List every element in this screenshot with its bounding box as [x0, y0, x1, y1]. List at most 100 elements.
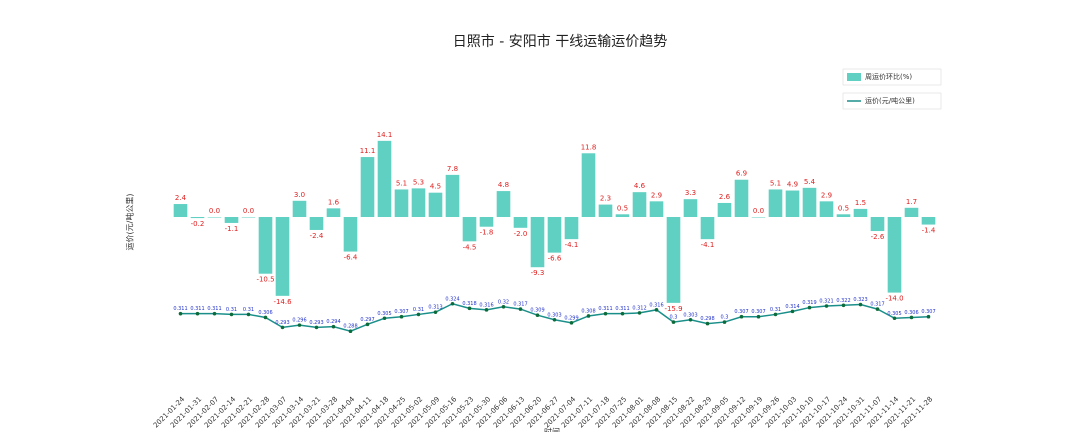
price-value-label: 0.316	[479, 302, 493, 308]
bar-value-label: -0.2	[191, 220, 205, 228]
price-value-label: 0.303	[547, 312, 561, 318]
price-point	[263, 315, 268, 320]
bar-value-label: 3.3	[685, 189, 696, 197]
price-value-label: 0.3	[721, 315, 729, 321]
bar-value-label: -1.4	[922, 227, 936, 235]
price-point	[467, 306, 472, 311]
bar-value-label: 1.6	[328, 198, 340, 206]
bar	[581, 153, 596, 217]
bar	[785, 190, 800, 217]
bar	[428, 192, 443, 217]
price-value-label: 0.314	[785, 304, 799, 310]
bar-value-label: -6.6	[548, 255, 562, 263]
legend-label: 运价(元/吨公里)	[865, 96, 915, 105]
bar-value-label: -10.5	[256, 276, 274, 284]
price-point	[790, 309, 795, 314]
price-point	[535, 313, 540, 317]
bar	[513, 217, 528, 228]
bar	[751, 217, 766, 218]
bar-value-label: 0.0	[209, 207, 220, 215]
bar-value-label: 0.5	[617, 204, 628, 212]
bar	[887, 217, 902, 293]
bar-value-label: -15.9	[664, 305, 682, 313]
price-value-label: 0.306	[258, 310, 272, 316]
bar-value-label: 1.5	[855, 199, 866, 207]
bar-value-label: -4.1	[565, 241, 579, 249]
x-axis-label: 时间	[544, 427, 560, 432]
bar-value-label: 5.4	[804, 178, 816, 186]
bar	[717, 202, 732, 217]
bar-value-label: 2.3	[600, 195, 611, 203]
price-point	[892, 316, 897, 321]
price-point	[756, 314, 761, 319]
price-point	[450, 301, 455, 306]
bar	[666, 217, 681, 303]
price-value-label: 0.323	[853, 297, 867, 303]
price-point	[331, 324, 336, 329]
price-value-label: 0.31	[770, 307, 781, 313]
price-value-label: 0.293	[275, 320, 289, 326]
bar-value-label: 2.9	[821, 191, 832, 199]
price-value-label: 0.311	[173, 306, 187, 312]
price-value-label: 0.305	[377, 311, 391, 317]
bar	[598, 204, 613, 217]
bar	[292, 200, 307, 217]
price-value-label: 0.293	[309, 320, 323, 326]
price-value-label: 0.322	[836, 298, 850, 304]
price-value-label: 0.294	[326, 319, 340, 325]
price-value-label: 0.313	[428, 305, 442, 311]
price-point	[824, 304, 829, 308]
bar	[394, 189, 409, 217]
price-point	[399, 314, 404, 319]
price-value-label: 0.31	[243, 307, 254, 313]
price-point	[841, 303, 846, 308]
price-value-label: 0.307	[751, 309, 765, 315]
bar	[530, 217, 545, 268]
price-point	[212, 311, 217, 316]
bar-value-label: -4.5	[463, 243, 477, 251]
chart-title: 日照市 - 安阳市 干线运输运价趋势	[453, 33, 667, 50]
bar	[870, 217, 885, 232]
bar	[547, 217, 562, 253]
bar-value-label: -1.1	[225, 225, 239, 233]
bar	[768, 189, 783, 217]
bar-value-label: 5.1	[770, 179, 781, 187]
y-axis-label: 运价(元/吨公里)	[125, 194, 135, 251]
bar	[836, 214, 851, 217]
price-value-label: 0.31	[413, 307, 424, 313]
legend-frame	[842, 92, 942, 110]
bar	[360, 157, 375, 217]
bar	[700, 217, 715, 240]
bar	[802, 187, 817, 217]
bar	[496, 191, 511, 217]
price-value-label: 0.311	[615, 306, 629, 312]
price-value-label: 0.309	[530, 308, 544, 314]
bar	[853, 208, 868, 217]
bar	[241, 217, 256, 218]
bar	[445, 174, 460, 217]
price-point	[722, 320, 727, 324]
bar	[326, 208, 341, 217]
bar-value-label: 0.5	[838, 204, 849, 212]
price-point	[671, 320, 676, 324]
price-point	[603, 311, 608, 316]
bar	[173, 204, 188, 217]
price-point	[501, 305, 506, 309]
bar	[734, 179, 749, 217]
price-point	[229, 312, 234, 317]
bar-value-label: 5.3	[413, 178, 424, 186]
price-point	[688, 317, 693, 322]
price-value-label: 0.312	[632, 305, 646, 311]
price-point	[416, 312, 421, 317]
price-point	[484, 308, 489, 312]
price-point	[586, 314, 591, 318]
price-point	[518, 307, 523, 311]
price-point	[365, 322, 370, 327]
bar-value-label: 1.7	[906, 198, 917, 206]
price-point	[909, 315, 914, 320]
bar-value-label: 14.1	[377, 131, 393, 139]
bar	[615, 214, 630, 217]
bar	[190, 217, 205, 219]
price-point	[705, 321, 710, 326]
